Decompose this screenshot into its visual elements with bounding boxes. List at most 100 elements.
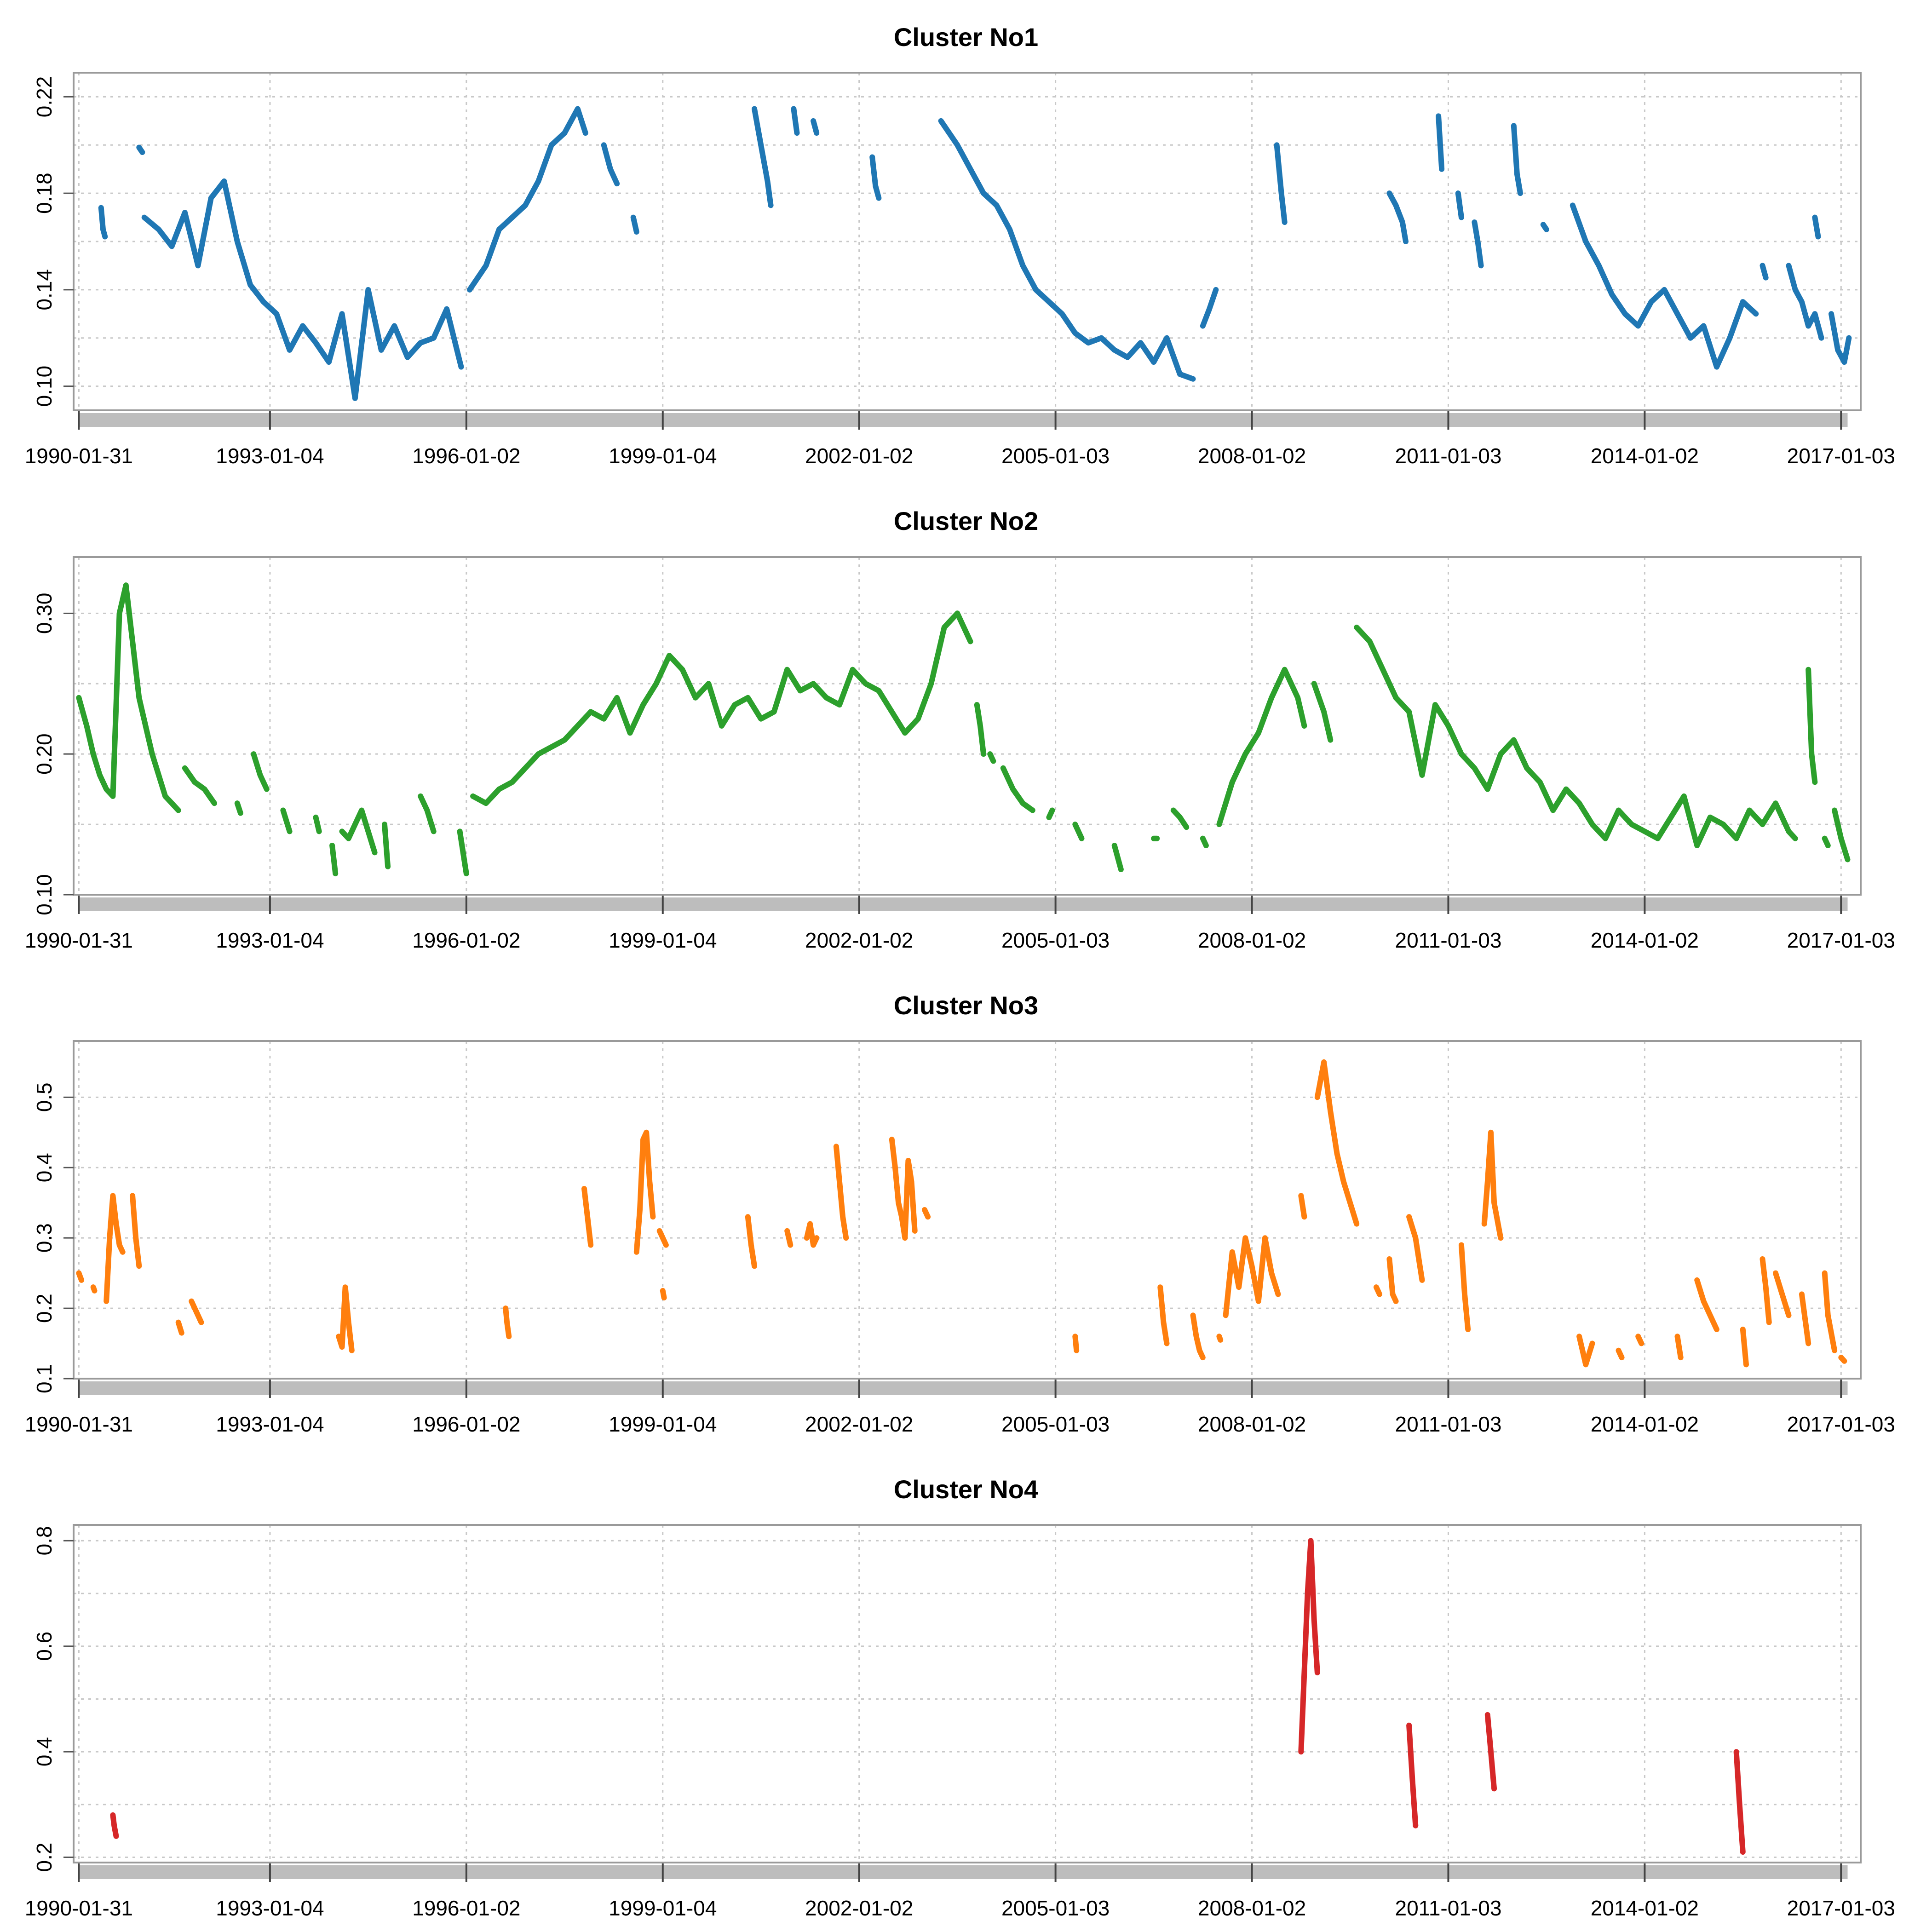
series-line bbox=[1298, 1193, 1307, 1220]
series-line bbox=[1570, 202, 1759, 370]
x-tick-label: 2008-01-02 bbox=[1198, 1896, 1306, 1920]
series-line bbox=[1386, 190, 1409, 244]
x-tick-label: 2008-01-02 bbox=[1198, 1412, 1306, 1436]
y-tick-label: 0.4 bbox=[32, 1737, 56, 1766]
x-tick-label: 1993-01-04 bbox=[216, 444, 324, 468]
series-line bbox=[1223, 1235, 1281, 1318]
x-tick-label: 2014-01-02 bbox=[1591, 928, 1699, 952]
x-tick-label: 1996-01-02 bbox=[412, 444, 520, 468]
series-line bbox=[1828, 311, 1852, 365]
y-tick-label: 0.10 bbox=[32, 874, 56, 915]
plot-frame bbox=[73, 1040, 1862, 1380]
x-axis-date-strip bbox=[79, 413, 1848, 427]
series-line bbox=[110, 1812, 119, 1839]
series-line bbox=[1000, 765, 1035, 813]
y-tick-label: 0.8 bbox=[32, 1526, 56, 1555]
x-tick-label: 2017-01-03 bbox=[1787, 928, 1895, 952]
y-tick-label: 0.2 bbox=[32, 1294, 56, 1323]
series-line bbox=[922, 1207, 931, 1220]
series-line bbox=[175, 1319, 184, 1336]
series-line bbox=[1458, 1242, 1471, 1332]
series-line bbox=[752, 106, 774, 208]
x-tick-label: 2017-01-03 bbox=[1787, 1412, 1895, 1436]
series-line bbox=[601, 142, 620, 187]
x-tick-label: 1996-01-02 bbox=[412, 1412, 520, 1436]
series-line bbox=[1311, 681, 1334, 743]
x-tick-label: 1996-01-02 bbox=[412, 928, 520, 952]
x-axis-date-strip bbox=[79, 1865, 1848, 1879]
x-tick-label: 1996-01-02 bbox=[412, 1896, 520, 1920]
series-line bbox=[660, 1288, 667, 1301]
series-line bbox=[182, 765, 217, 806]
x-tick-label: 2014-01-02 bbox=[1591, 444, 1699, 468]
series-line bbox=[1806, 667, 1818, 785]
series-line bbox=[90, 1284, 98, 1294]
panel-title: Cluster No1 bbox=[894, 23, 1038, 52]
series-line bbox=[1386, 1256, 1399, 1304]
series-line bbox=[1540, 222, 1549, 232]
series-line bbox=[1274, 142, 1288, 225]
series-line bbox=[1822, 1270, 1838, 1353]
series-line bbox=[1406, 1722, 1419, 1828]
series-line bbox=[633, 1129, 656, 1255]
series-line bbox=[1812, 214, 1821, 240]
x-tick-label: 2011-01-03 bbox=[1395, 444, 1502, 468]
panel-cluster-2: Cluster No2 0.10 0.20 0.30 1990-01-31 1993-0… bbox=[25, 506, 1895, 952]
y-tick-label: 0.3 bbox=[32, 1223, 56, 1253]
panel-cluster-4: Cluster No4 0.2 0.4 0.6 0.8 1990-01-31 1993-0… bbox=[25, 1475, 1895, 1920]
series-line bbox=[1832, 807, 1851, 862]
series-line bbox=[1694, 1277, 1719, 1332]
series-line bbox=[974, 702, 987, 757]
x-tick-label: 2002-01-02 bbox=[805, 444, 913, 468]
x-tick-label: 1990-01-31 bbox=[25, 1412, 133, 1436]
panel-title: Cluster No4 bbox=[894, 1475, 1038, 1504]
series-line bbox=[1216, 667, 1307, 828]
x-tick-label: 1999-01-04 bbox=[609, 444, 717, 468]
panel-cluster-3: Cluster No3 0.1 0.2 0.3 0.4 0.5 1990-01-31 199… bbox=[25, 991, 1895, 1436]
x-tick-label: 2002-01-02 bbox=[805, 928, 913, 952]
x-tick-label: 2008-01-02 bbox=[1198, 928, 1306, 952]
series-line bbox=[329, 843, 339, 877]
series-line bbox=[98, 205, 108, 240]
x-axis-date-strip bbox=[79, 897, 1848, 911]
series-line bbox=[1616, 1347, 1625, 1361]
x-tick-label: 1999-01-04 bbox=[609, 1412, 717, 1436]
panel-title: Cluster No3 bbox=[894, 991, 1038, 1020]
series-line bbox=[1838, 1355, 1847, 1364]
series-line bbox=[811, 118, 820, 136]
x-tick-label: 2002-01-02 bbox=[805, 1412, 913, 1436]
x-tick-label: 2005-01-03 bbox=[1001, 928, 1110, 952]
series-line bbox=[1472, 219, 1484, 269]
series-line bbox=[1760, 1256, 1772, 1325]
series-line bbox=[141, 178, 464, 401]
series-line bbox=[987, 751, 996, 764]
y-tick-label: 0.4 bbox=[32, 1153, 56, 1182]
series-line bbox=[234, 800, 243, 816]
series-line bbox=[104, 1193, 126, 1304]
x-tick-label: 1999-01-04 bbox=[609, 1896, 717, 1920]
series-line bbox=[280, 807, 293, 834]
series-line bbox=[938, 118, 1196, 382]
series-line bbox=[503, 1305, 512, 1340]
series-line bbox=[1046, 807, 1055, 820]
y-tick-label: 0.14 bbox=[32, 269, 56, 310]
series-line bbox=[339, 807, 378, 856]
y-tick-label: 0.5 bbox=[32, 1082, 56, 1112]
series-line bbox=[189, 1298, 204, 1325]
series-line bbox=[1111, 843, 1124, 872]
series-line bbox=[1822, 835, 1831, 848]
series-line bbox=[1481, 1129, 1504, 1241]
series-line bbox=[1576, 1334, 1595, 1368]
x-tick-label: 1993-01-04 bbox=[216, 928, 324, 952]
panel-title: Cluster No2 bbox=[894, 506, 1038, 535]
series-line bbox=[1406, 1214, 1425, 1283]
series-line bbox=[1170, 807, 1190, 830]
series-line bbox=[889, 1137, 918, 1241]
series-line bbox=[630, 214, 639, 235]
series-line bbox=[1216, 1334, 1224, 1343]
series-line bbox=[313, 814, 322, 834]
x-tick-label: 2011-01-03 bbox=[1395, 1896, 1502, 1920]
series-line bbox=[1157, 1284, 1170, 1346]
